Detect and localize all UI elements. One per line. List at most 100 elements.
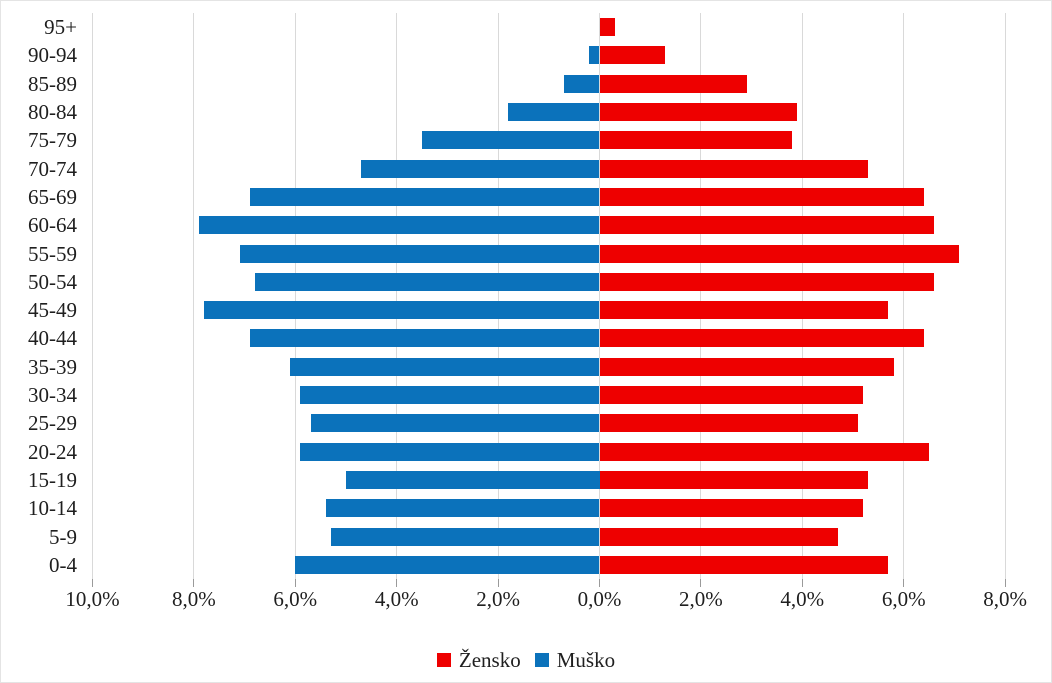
bar-musko-80-84 xyxy=(508,103,600,122)
x-axis-tick-label: 6,0% xyxy=(273,587,318,611)
axis-tick xyxy=(700,579,702,587)
bar-zensko-15-19 xyxy=(599,470,869,489)
gridline xyxy=(396,13,398,579)
bar-zensko-25-29 xyxy=(599,414,859,433)
axis-tick xyxy=(396,579,398,587)
gridline xyxy=(294,13,296,579)
bar-musko-5-9 xyxy=(330,527,600,546)
bar-musko-0-4 xyxy=(295,555,600,574)
bar-musko-60-64 xyxy=(198,216,600,235)
y-axis-label: 85-89 xyxy=(28,71,77,96)
bar-zensko-95+ xyxy=(599,18,615,37)
axis-tick xyxy=(1004,579,1006,587)
y-axis-label: 50-54 xyxy=(28,269,77,294)
bar-musko-20-24 xyxy=(300,442,600,461)
x-axis-tick-label: 8,0% xyxy=(983,587,1027,611)
x-axis-tick-label: 4,0% xyxy=(374,587,419,611)
legend-label: Žensko xyxy=(458,648,521,672)
y-axis-label: 5-9 xyxy=(49,524,77,549)
y-axis-label: 20-24 xyxy=(28,439,77,464)
gridline xyxy=(700,13,702,579)
axis-tick xyxy=(92,579,93,587)
axis-tick xyxy=(193,579,195,587)
gridline xyxy=(497,13,499,579)
bar-zensko-85-89 xyxy=(599,74,747,93)
y-axis-label: 80-84 xyxy=(28,100,77,125)
x-axis-tick-label: 0,0% xyxy=(577,587,622,611)
gridline xyxy=(903,13,905,579)
y-axis-label: 60-64 xyxy=(28,213,77,238)
bar-zensko-55-59 xyxy=(599,244,960,263)
x-axis-tick-label: 2,0% xyxy=(476,587,520,611)
bar-zensko-40-44 xyxy=(599,329,924,348)
bar-zensko-75-79 xyxy=(599,131,793,150)
gridline xyxy=(599,13,600,579)
bar-zensko-50-54 xyxy=(599,272,935,291)
y-axis-label: 40-44 xyxy=(28,326,77,351)
x-axis-tick-label: 6,0% xyxy=(881,587,926,611)
bar-musko-50-54 xyxy=(254,272,600,291)
bar-musko-75-79 xyxy=(422,131,600,150)
x-axis-tick-label: 10,0% xyxy=(65,587,120,611)
y-axis-label: 55-59 xyxy=(28,241,77,266)
bar-zensko-0-4 xyxy=(599,555,889,574)
y-axis-label: 15-19 xyxy=(28,467,77,492)
bar-musko-35-39 xyxy=(290,357,600,376)
axis-tick xyxy=(801,579,803,587)
y-axis-label: 90-94 xyxy=(28,43,77,68)
x-axis-tick-label: 4,0% xyxy=(780,587,825,611)
y-axis-label: 65-69 xyxy=(28,184,77,209)
bar-musko-85-89 xyxy=(564,74,600,93)
axis-tick xyxy=(294,579,296,587)
bar-musko-55-59 xyxy=(239,244,600,263)
legend-swatch-zensko xyxy=(436,653,451,667)
bar-musko-25-29 xyxy=(310,414,600,433)
legend-item-musko: Muško xyxy=(534,647,616,673)
y-axis-label: 10-14 xyxy=(28,496,77,521)
gridline xyxy=(193,13,195,579)
bar-musko-40-44 xyxy=(249,329,600,348)
bar-zensko-30-34 xyxy=(599,386,864,405)
axis-tick xyxy=(903,579,905,587)
legend: Žensko Muško xyxy=(1,647,1051,673)
bar-musko-30-34 xyxy=(300,386,600,405)
bar-zensko-90-94 xyxy=(599,46,666,65)
y-axis-label: 35-39 xyxy=(28,354,77,379)
gridline xyxy=(1004,13,1006,579)
bar-zensko-65-69 xyxy=(599,187,924,206)
x-axis-tick-label: 2,0% xyxy=(679,587,723,611)
bar-musko-15-19 xyxy=(346,470,600,489)
bar-zensko-5-9 xyxy=(599,527,838,546)
bar-zensko-45-49 xyxy=(599,301,889,320)
legend-swatch-musko xyxy=(534,653,549,667)
bar-musko-65-69 xyxy=(249,187,600,206)
x-axis-tick-label: 8,0% xyxy=(172,587,216,611)
gridline xyxy=(801,13,803,579)
bar-musko-10-14 xyxy=(325,499,600,518)
y-axis-label: 45-49 xyxy=(28,298,77,323)
y-axis-label: 0-4 xyxy=(49,552,77,577)
bar-zensko-35-39 xyxy=(599,357,894,376)
bar-zensko-60-64 xyxy=(599,216,935,235)
legend-label: Muško xyxy=(556,648,616,672)
bar-musko-90-94 xyxy=(589,46,600,65)
y-axis-label: 75-79 xyxy=(28,128,77,153)
bar-musko-70-74 xyxy=(361,159,600,178)
y-axis-label: 25-29 xyxy=(28,411,77,436)
bar-musko-45-49 xyxy=(204,301,600,320)
bar-zensko-20-24 xyxy=(599,442,930,461)
legend-item-zensko: Žensko xyxy=(436,647,521,673)
axis-tick xyxy=(599,579,600,587)
bar-zensko-80-84 xyxy=(599,103,798,122)
gridline xyxy=(92,13,93,579)
bar-zensko-10-14 xyxy=(599,499,864,518)
axis-tick xyxy=(497,579,499,587)
y-axis-label: 95+ xyxy=(44,15,77,40)
y-axis-label: 70-74 xyxy=(28,156,77,181)
y-axis-label: 30-34 xyxy=(28,383,77,408)
bar-zensko-70-74 xyxy=(599,159,869,178)
